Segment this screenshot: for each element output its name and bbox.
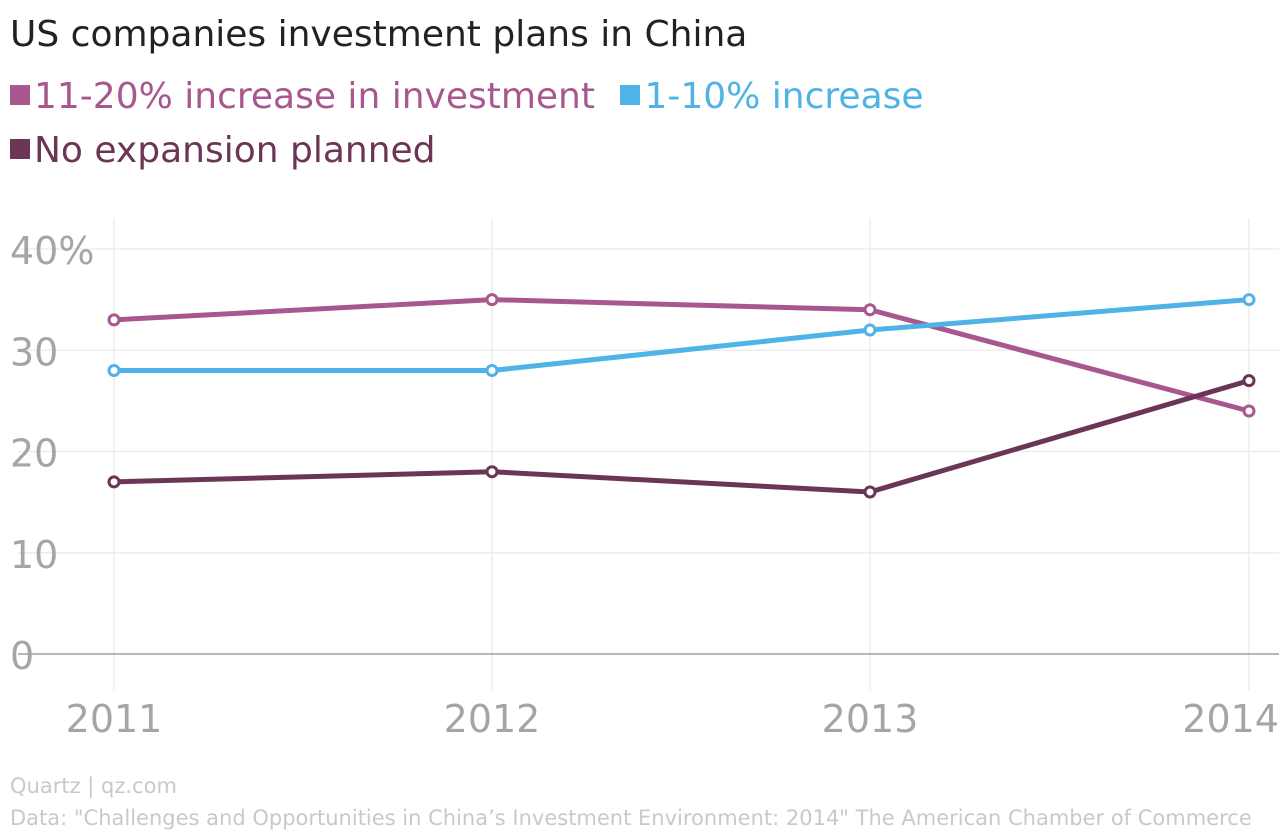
legend-row-1: 11-20% increase in investment 1-10% incr… — [10, 76, 938, 117]
data-point — [107, 364, 121, 377]
legend-swatch-series-1 — [620, 85, 641, 105]
y-tick-label: 40% — [10, 229, 94, 273]
data-point — [107, 313, 121, 327]
data-point — [485, 465, 499, 479]
legend-label-series-1: 1-10% increase — [644, 76, 924, 117]
legend-swatch-series-2 — [10, 139, 30, 159]
y-tick-label: 10 — [10, 533, 58, 577]
data-point — [863, 303, 877, 317]
data-point — [1242, 404, 1256, 418]
x-tick-label: 2012 — [444, 697, 541, 741]
legend-item-series-1: 1-10% increase — [620, 76, 924, 117]
y-tick-label: 0 — [10, 634, 34, 678]
legend-item-series-2: No expansion planned — [10, 130, 436, 171]
data-point — [1242, 374, 1256, 388]
data-point — [863, 323, 877, 337]
y-tick-label: 20 — [10, 432, 58, 476]
data-point — [107, 475, 121, 489]
data-point — [485, 293, 499, 307]
x-tick-label: 2014 — [1182, 697, 1279, 741]
x-tick-label: 2013 — [822, 697, 919, 741]
legend-row-2: No expansion planned — [10, 130, 450, 171]
series-line-2 — [111, 378, 1252, 495]
legend-label-series-2: No expansion planned — [34, 130, 436, 171]
legend-swatch-series-0 — [10, 85, 30, 105]
series-line-0 — [111, 297, 1252, 414]
legend-item-series-0: 11-20% increase in investment — [10, 76, 595, 117]
x-tick-label: 2011 — [66, 697, 163, 741]
data-point — [863, 485, 877, 499]
chart-title: US companies investment plans in China — [10, 14, 748, 55]
series-line-1 — [111, 297, 1252, 373]
footer-credit: Quartz | qz.com — [10, 774, 177, 798]
legend-label-series-0: 11-20% increase in investment — [34, 76, 595, 117]
y-tick-label: 30 — [10, 330, 58, 374]
data-point — [1242, 293, 1256, 307]
data-point — [485, 364, 499, 377]
footer-source: Data: "Challenges and Opportunities in C… — [10, 806, 1252, 830]
